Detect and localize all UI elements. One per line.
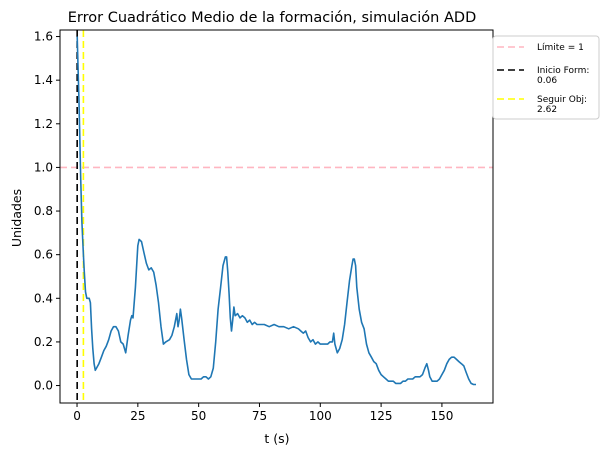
legend-item: Límite = 1 xyxy=(497,43,584,53)
x-tick-label: 125 xyxy=(370,409,393,423)
y-tick-label: 0.2 xyxy=(34,335,53,349)
y-tick-label: 1.4 xyxy=(34,73,53,87)
x-tick-label: 100 xyxy=(309,409,332,423)
x-axis-ticks: 0 25 50 75 100 125 150 xyxy=(73,403,453,423)
chart-title: Error Cuadrático Medio de la formación, … xyxy=(68,10,476,26)
x-tick-label: 75 xyxy=(252,409,267,423)
y-tick-label: 1.6 xyxy=(34,30,53,44)
legend-item: Seguir Obj: 2.62 xyxy=(497,95,587,115)
y-tick-label: 0.8 xyxy=(34,204,53,218)
x-tick-label: 0 xyxy=(73,409,81,423)
y-tick-label: 0.0 xyxy=(34,379,53,393)
y-axis-label: Unidades xyxy=(9,189,24,247)
plot-frame xyxy=(59,29,494,404)
y-tick-label: 0.6 xyxy=(34,248,53,262)
x-tick-label: 150 xyxy=(430,409,453,423)
legend-label: Seguir Obj: 2.62 xyxy=(537,95,587,115)
x-tick-label: 50 xyxy=(191,409,206,423)
legend-item: Inicio Form: 0.06 xyxy=(497,66,589,86)
series-line-1 xyxy=(76,36,476,386)
y-tick-label: 1.0 xyxy=(34,160,53,174)
legend-label: Inicio Form: 0.06 xyxy=(537,66,589,86)
y-tick-label: 0.4 xyxy=(34,291,53,305)
x-axis-label: t (s) xyxy=(264,431,289,446)
legend: Límite = 1 Inicio Form: 0.06 Seguir Obj: 2.6… xyxy=(492,35,600,120)
x-tick-label: 25 xyxy=(130,409,145,423)
legend-label: Límite = 1 xyxy=(537,43,584,53)
plot-area xyxy=(59,29,494,404)
y-tick-label: 1.2 xyxy=(34,117,53,131)
y-axis-ticks: 0.0 0.2 0.4 0.6 0.8 1.0 1.2 1.4 1.6 xyxy=(34,30,60,393)
